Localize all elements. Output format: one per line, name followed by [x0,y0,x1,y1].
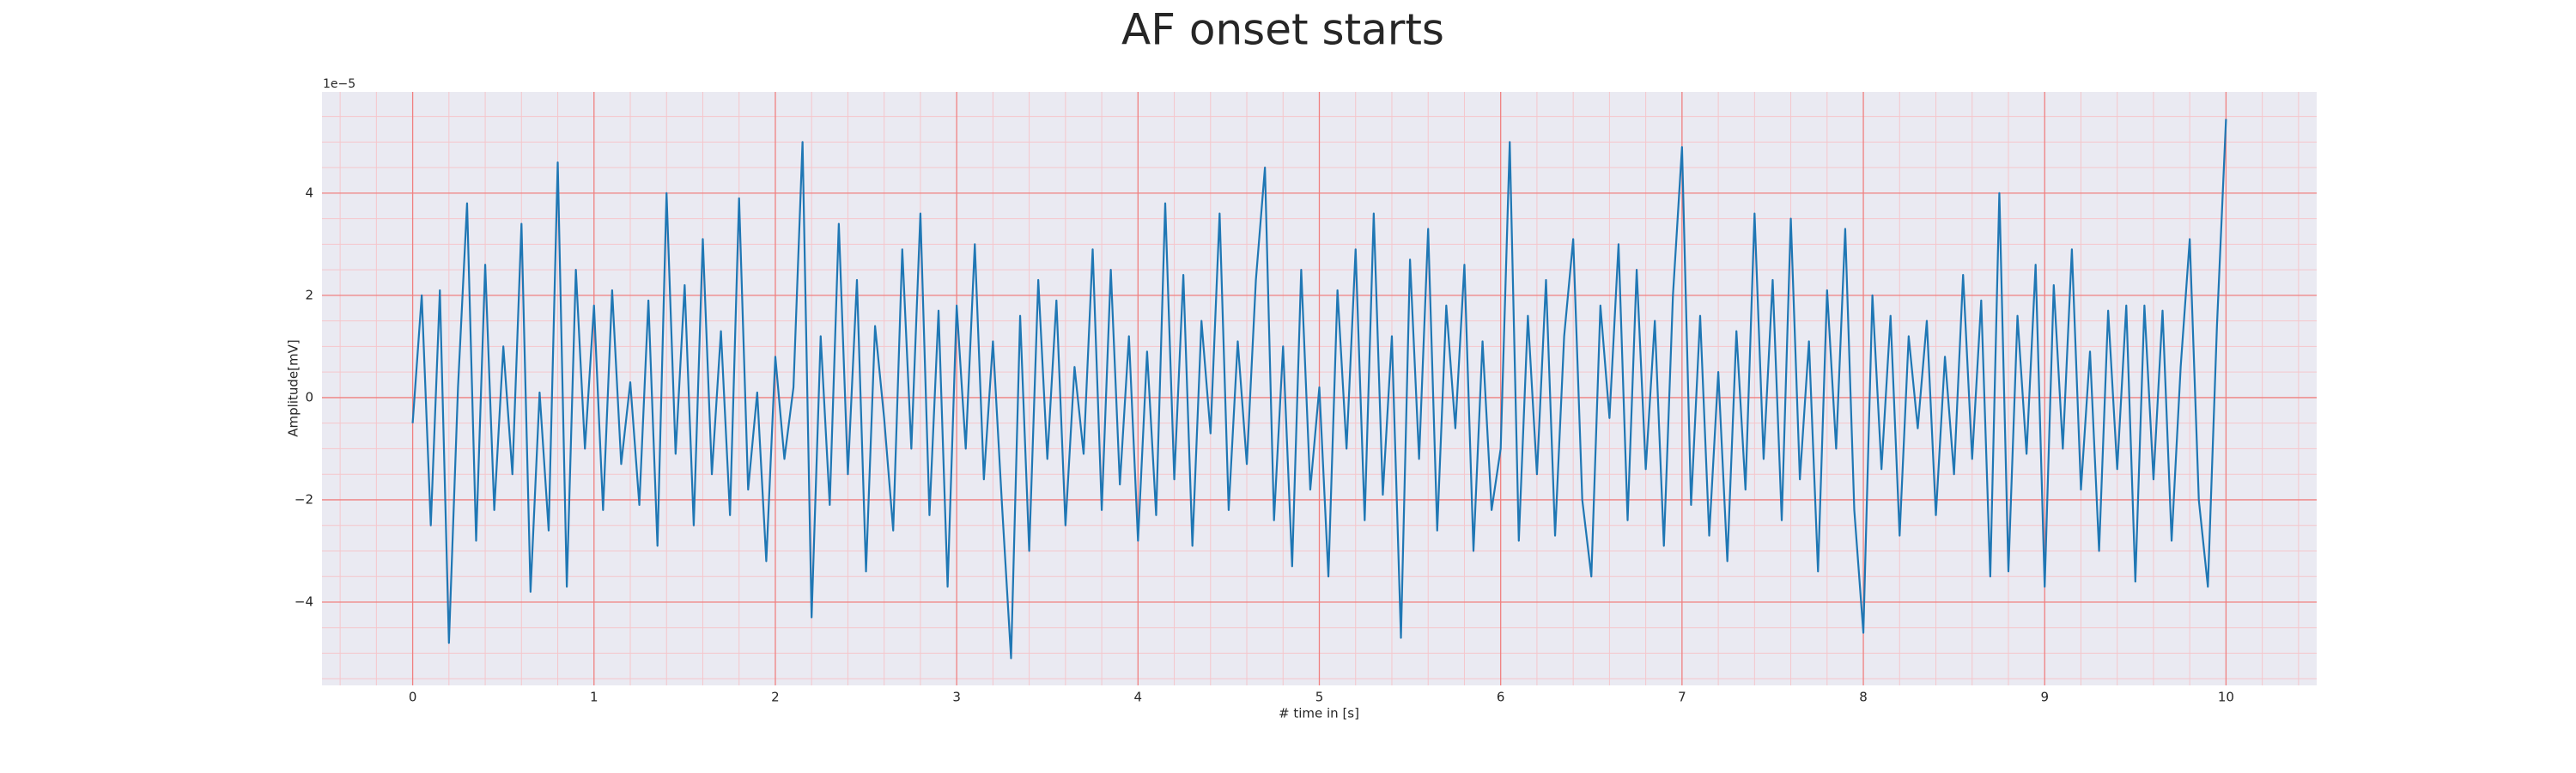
signal-line [411,119,2227,660]
x-tick-label: 1 [590,690,598,705]
y-tick-label: 2 [305,287,313,302]
chart-title: AF onset starts [1121,5,1444,55]
y-axis-label: Amplitude[mV] [286,339,301,436]
y-tick-label: −4 [295,593,313,609]
x-tick-label: 9 [2040,690,2049,705]
y-tick-label: 0 [305,389,313,405]
x-tick-label: 4 [1134,690,1143,705]
x-tick-label: 2 [771,690,780,705]
x-tick-label: 3 [952,690,961,705]
x-tick-label: 7 [1678,690,1686,705]
x-tick-label: 10 [2218,690,2234,705]
y-tick-label: 4 [305,185,313,200]
x-tick-label: 5 [1315,690,1324,705]
x-axis-label: # time in [s] [1279,706,1359,721]
x-tick-label: 0 [409,690,417,705]
y-tick-label: −2 [295,491,313,507]
x-tick-label: 8 [1859,690,1868,705]
offset-text: 1e−5 [323,77,355,91]
x-tick-label: 6 [1497,690,1505,705]
